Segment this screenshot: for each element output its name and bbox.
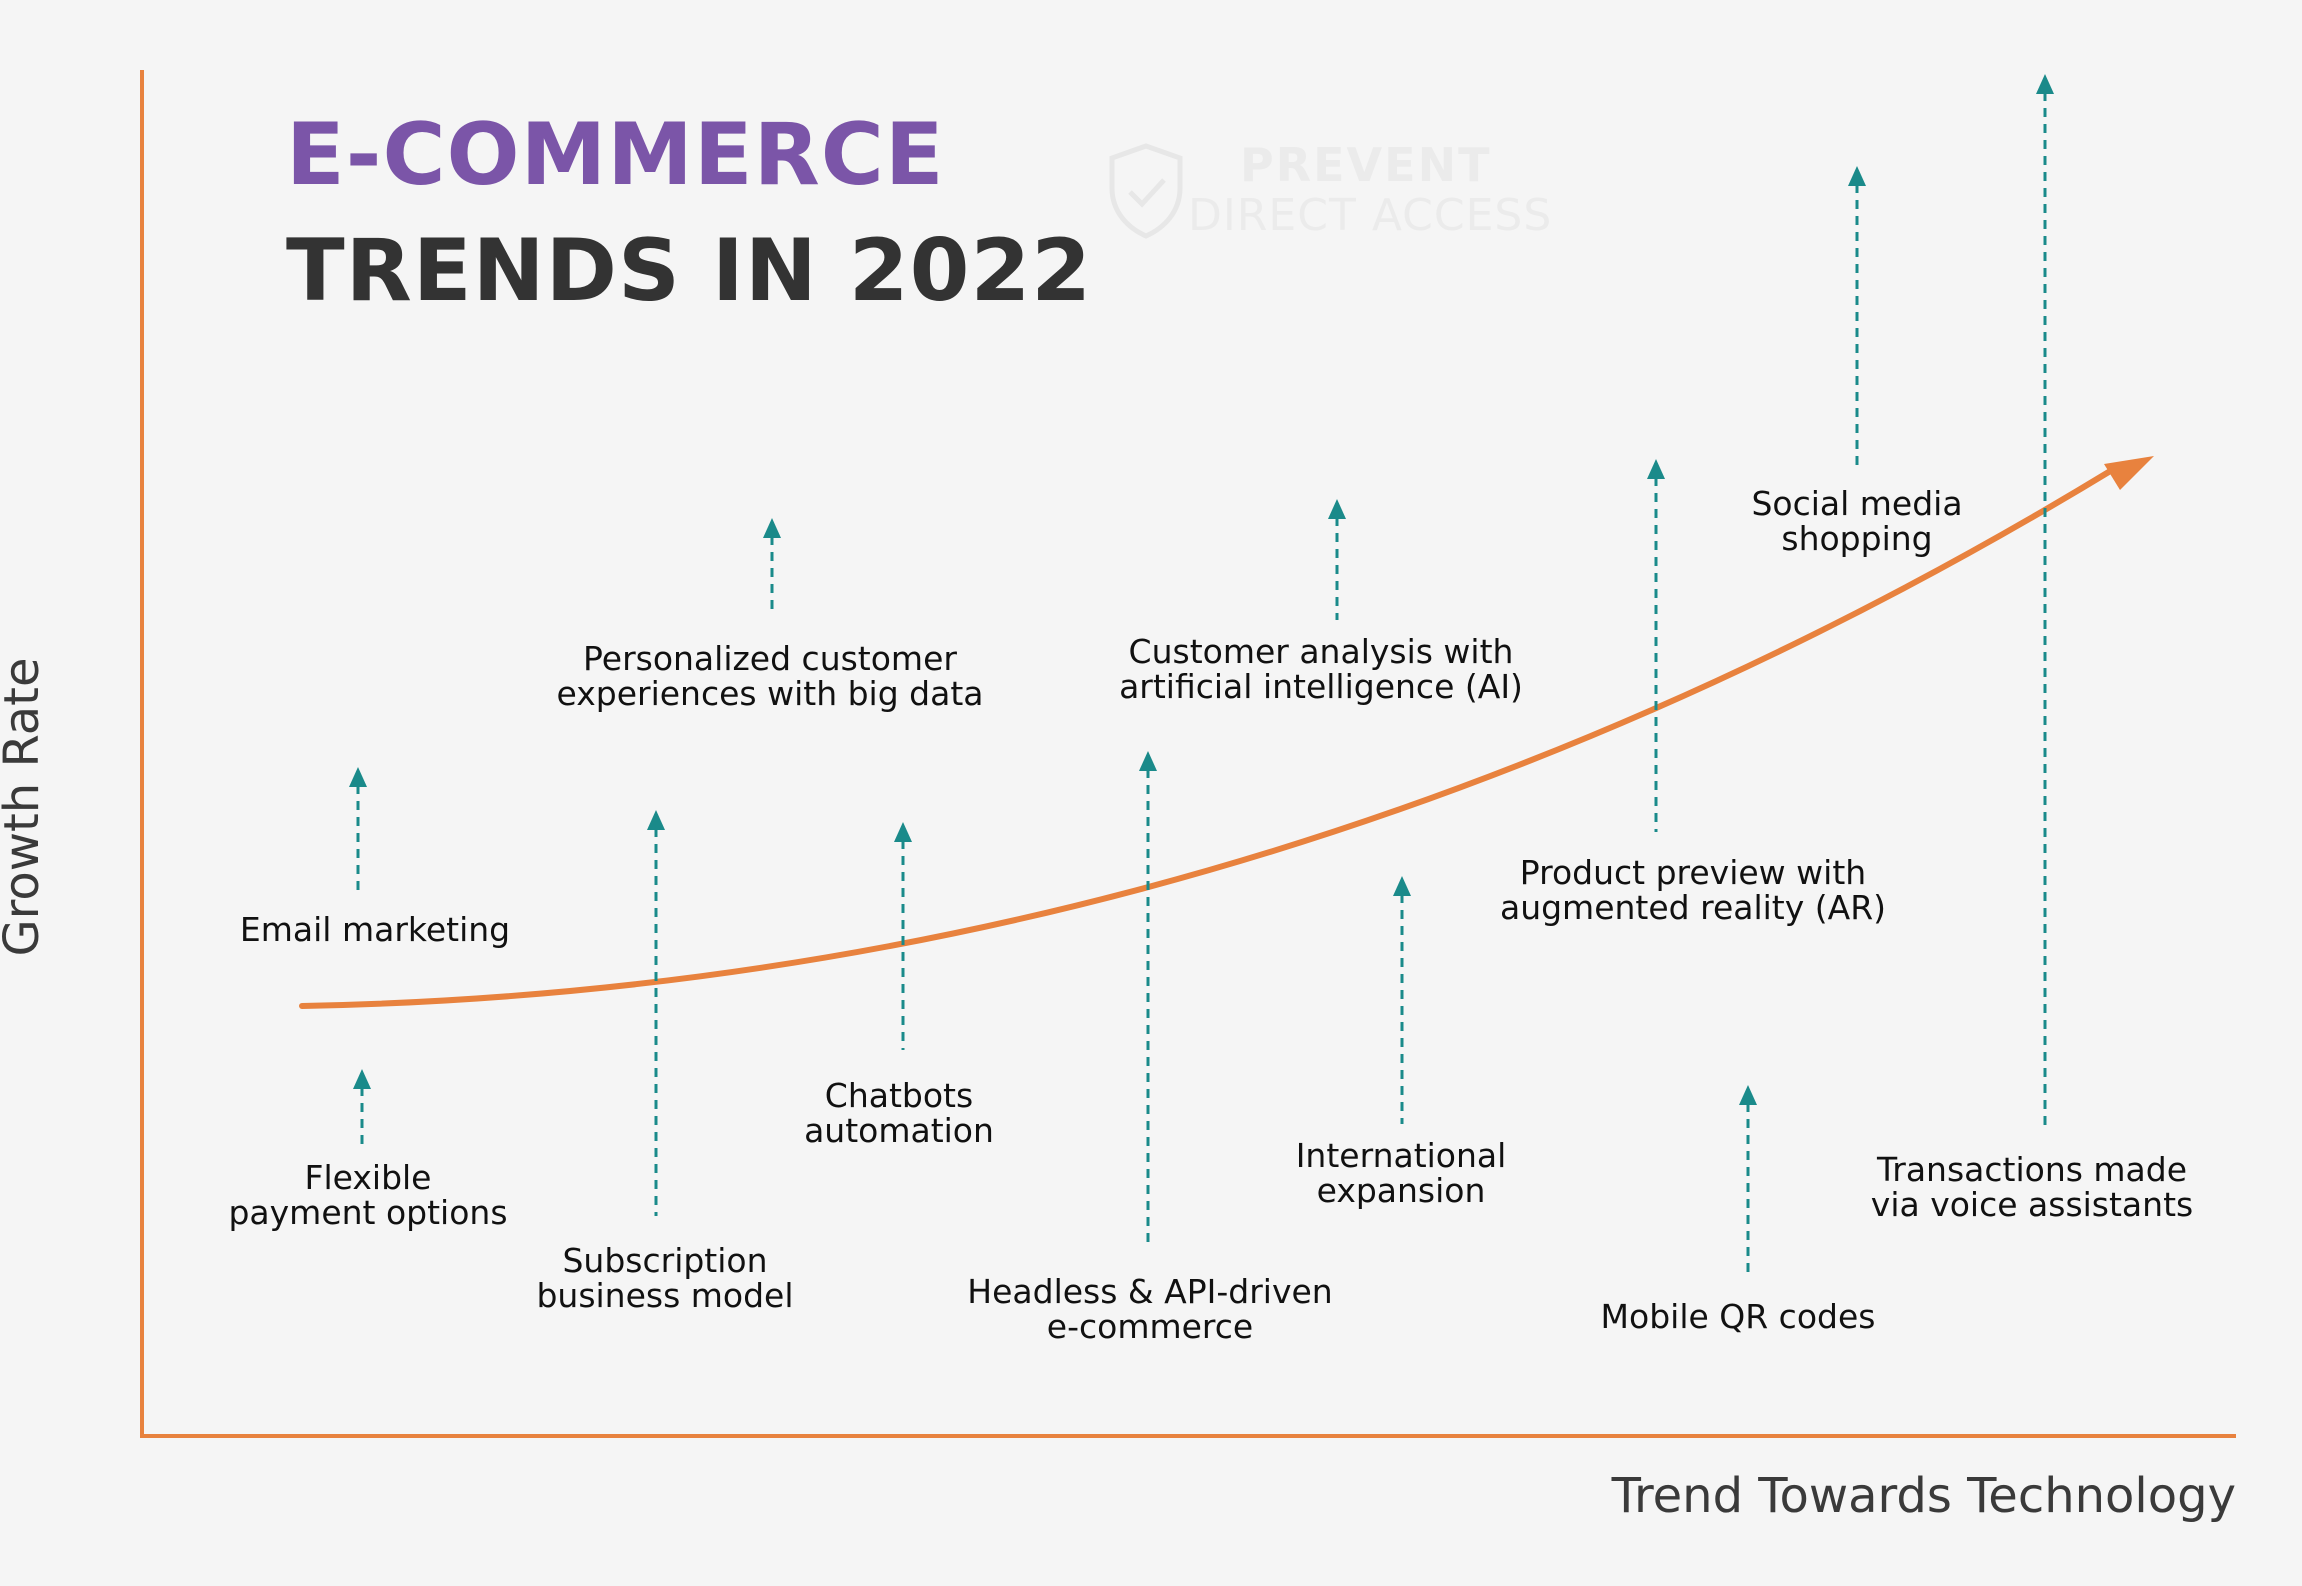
watermark: PREVENT DIRECT ACCESS [1104, 136, 1551, 246]
arrow-head-icon [2104, 456, 2154, 490]
arrow-up-icon [1328, 499, 1346, 519]
title-line-1: E-COMMERCE [286, 105, 945, 205]
trend-label-social-media-shopping: Social media shopping [1751, 484, 1963, 558]
arrow-up-icon [1739, 1085, 1757, 1105]
arrow-up-icon [353, 1069, 371, 1089]
arrow-up-icon [1393, 876, 1411, 896]
arrow-up-icon [1848, 166, 1866, 186]
trend-arrows [349, 74, 2054, 1272]
trend-label-mobile-qr: Mobile QR codes [1600, 1297, 1876, 1336]
arrow-up-icon [1647, 459, 1665, 479]
trend-label-headless-api: Headless & API-driven e-commerce [967, 1272, 1333, 1346]
arrow-up-icon [2036, 74, 2054, 94]
trend-label-international-expansion: International expansion [1295, 1136, 1507, 1210]
trend-label-customer-analysis-ai: Customer analysis with artificial intell… [1119, 632, 1523, 706]
growth-curve [299, 467, 2115, 1009]
arrow-up-icon [1139, 751, 1157, 771]
arrow-up-icon [763, 518, 781, 538]
watermark-line-2: DIRECT ACCESS [1188, 190, 1553, 241]
trend-label-personalized-experiences: Personalized customer experiences with b… [556, 639, 984, 713]
arrow-up-icon [894, 822, 912, 842]
x-axis-label: Trend Towards Technology [1611, 1468, 2236, 1524]
trend-label-chatbots: Chatbots automation [804, 1076, 994, 1150]
trend-label-flexible-payment: Flexible payment options [228, 1158, 508, 1232]
arrow-up-icon [647, 810, 665, 830]
trend-label-subscription-model: Subscription business model [536, 1241, 794, 1315]
arrow-up-icon [349, 767, 367, 787]
watermark-line-1: PREVENT [1240, 138, 1492, 192]
y-axis-label: Growth Rate [0, 657, 50, 957]
trend-label-product-preview-ar: Product preview with augmented reality (… [1499, 853, 1887, 927]
trend-label-email-marketing: Email marketing [239, 910, 511, 949]
trend-label-voice-assistants: Transactions made via voice assistants [1870, 1150, 2194, 1224]
title-line-2: TRENDS IN 2022 [286, 221, 1093, 321]
shield-check-icon [1109, 143, 1183, 239]
